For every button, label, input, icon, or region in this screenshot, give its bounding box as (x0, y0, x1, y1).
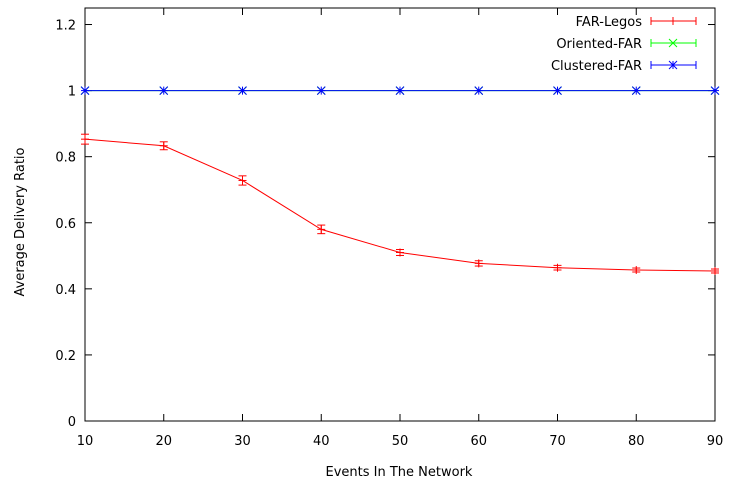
marker-stroke (316, 86, 326, 95)
data-point (553, 263, 562, 272)
x-tick-label: 60 (470, 434, 487, 449)
y-tick-label: 0.2 (55, 349, 76, 364)
series-far-legos (81, 133, 719, 275)
data-point (553, 86, 562, 95)
data-point (395, 86, 405, 95)
x-tick-label: 50 (392, 434, 409, 449)
y-tick-label: 0 (68, 415, 76, 430)
data-point (396, 248, 404, 257)
legend-item-oriented-far: Oriented-FAR (556, 37, 697, 52)
data-point (238, 86, 247, 95)
data-point (474, 86, 484, 95)
x-tick-label: 40 (313, 434, 330, 449)
x-axis-label: Events In The Network (326, 465, 473, 480)
data-point (632, 266, 641, 275)
y-tick-label: 1.2 (55, 19, 76, 34)
y-tick-label: 1 (68, 85, 76, 100)
marker-stroke (474, 86, 484, 95)
data-point (316, 86, 326, 95)
marker-stroke (159, 86, 169, 95)
legend-marker (669, 17, 677, 25)
marker-stroke (710, 86, 720, 95)
data-point (238, 176, 247, 185)
marker-stroke (668, 38, 678, 48)
data-point (474, 259, 483, 268)
series-group (80, 86, 720, 275)
legend-label: FAR-Legos (576, 15, 643, 30)
legend-label: Oriented-FAR (556, 37, 642, 52)
legend-item-far-legos: FAR-Legos (576, 15, 697, 30)
x-tick-label: 90 (707, 434, 724, 449)
x-tick-label: 70 (549, 434, 566, 449)
legend-marker (668, 38, 678, 48)
marker-stroke (631, 86, 641, 95)
marker-stroke (80, 86, 90, 95)
y-tick-label: 0.8 (55, 151, 76, 166)
data-point (317, 225, 326, 234)
x-tick-label: 80 (628, 434, 645, 449)
data-point (81, 135, 89, 144)
x-tick-label: 30 (234, 434, 251, 449)
data-point (159, 86, 169, 95)
data-point (631, 86, 641, 95)
legend: FAR-Legos Oriented-FAR Clustered-FAR (551, 15, 697, 74)
marker-stroke (238, 86, 247, 95)
marker-stroke (553, 86, 562, 95)
legend-item-clustered-far: Clustered-FAR (551, 59, 697, 74)
x-tick-label: 20 (155, 434, 172, 449)
y-axis-label: Average Delivery Ratio (13, 147, 28, 296)
data-point (80, 86, 90, 95)
y-tick-label: 0.6 (55, 217, 76, 232)
axis-ticks: 0 0.2 0.4 0.6 0.8 1 1.2 10 20 30 40 50 60 70 80 90 (55, 8, 723, 449)
y-tick-label: 0.4 (55, 283, 76, 298)
marker-stroke (395, 86, 405, 95)
legend-label: Clustered-FAR (551, 59, 642, 74)
data-point (159, 141, 168, 150)
data-point (711, 266, 719, 275)
series-clustered-far (80, 86, 720, 95)
x-tick-label: 10 (77, 434, 94, 449)
marker-stroke (668, 60, 678, 70)
legend-marker (668, 60, 678, 70)
data-point (710, 86, 720, 95)
